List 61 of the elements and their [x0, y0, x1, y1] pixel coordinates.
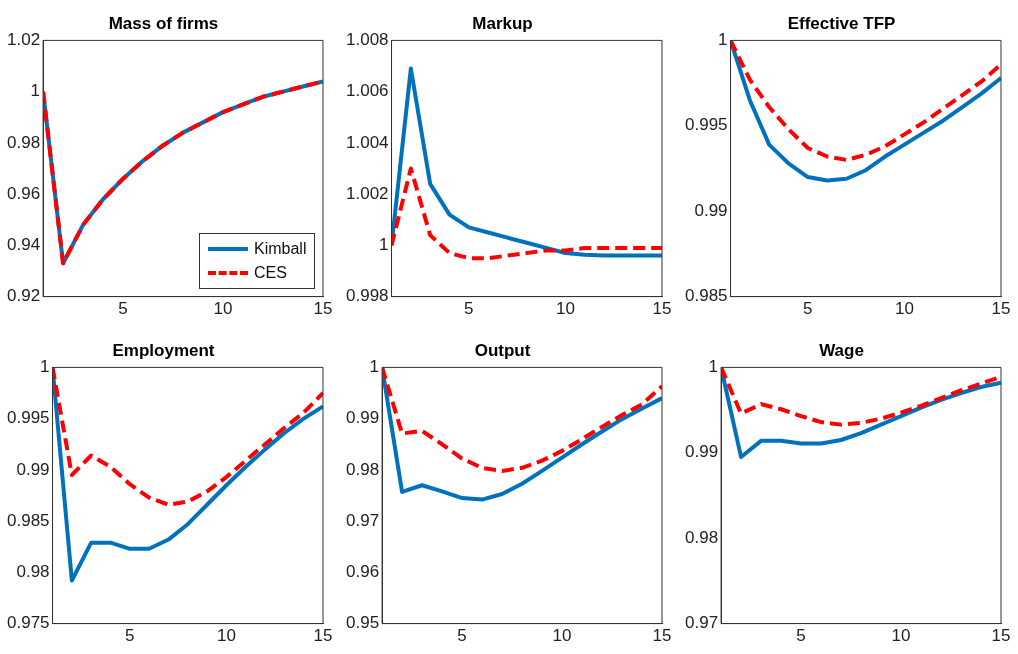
y-tick-label: 0.995	[684, 115, 728, 135]
y-tick-label: 0.99	[694, 200, 728, 220]
x-tick-label: 10	[891, 626, 911, 646]
y-tick-label: 1	[379, 235, 389, 255]
y-tick-label: 0.995	[6, 408, 50, 428]
x-tick-label: 10	[894, 299, 914, 319]
y-tick-label: 0.92	[6, 286, 41, 306]
x-tick-label: 15	[313, 626, 333, 646]
x-tick-label: 15	[991, 626, 1011, 646]
y-tick-label: 0.975	[6, 613, 50, 633]
y-tick-label: 0.985	[6, 510, 50, 530]
y-tick-label: 0.98	[6, 132, 41, 152]
y-tick-label: 0.94	[6, 235, 41, 255]
y-tick-label: 0.97	[684, 613, 719, 633]
chart-title: Output	[474, 340, 531, 360]
y-tick-label: 0.96	[6, 183, 41, 203]
y-tick-label: 1.002	[345, 183, 389, 203]
y-tick-label: 0.998	[345, 286, 389, 306]
y-tick-label: 1	[40, 357, 50, 377]
y-tick-label: 0.99	[16, 459, 50, 479]
y-tick-label: 1	[369, 357, 380, 377]
x-tick-label: 10	[552, 626, 572, 646]
line-series	[52, 367, 323, 507]
x-tick-label: 15	[652, 626, 672, 646]
chart-title: Effective TFP	[787, 13, 896, 33]
x-tick-label: 5	[803, 299, 813, 319]
x-tick-label: 15	[313, 299, 333, 319]
y-tick-label: 1	[30, 81, 41, 101]
x-tick-label: 5	[118, 299, 128, 319]
x-tick-label: 10	[213, 299, 233, 319]
chart-title: Markup	[472, 13, 533, 33]
chart-title: Employment	[112, 340, 215, 360]
line-series	[382, 367, 662, 473]
y-tick-label: 0.98	[345, 459, 380, 479]
x-tick-label: 10	[555, 299, 575, 319]
legend-label: Kimball	[254, 239, 307, 258]
y-tick-label: 0.99	[684, 442, 719, 462]
x-tick-label: 5	[125, 626, 135, 646]
y-tick-label: 1	[718, 30, 728, 50]
y-tick-label: 0.97	[345, 510, 380, 530]
y-tick-label: 0.96	[345, 562, 380, 582]
y-tick-label: 1.004	[345, 132, 389, 152]
y-tick-label: 0.99	[345, 408, 380, 428]
y-tick-label: 0.98	[16, 562, 50, 582]
y-tick-label: 1.02	[6, 30, 41, 50]
x-tick-label: 5	[796, 626, 806, 646]
x-tick-label: 15	[991, 299, 1011, 319]
x-tick-label: 5	[464, 299, 474, 319]
y-tick-label: 0.95	[345, 613, 380, 633]
y-tick-label: 1	[708, 357, 719, 377]
y-tick-label: 0.985	[684, 286, 728, 306]
chart-title: Mass of firms	[108, 13, 219, 33]
chart-title: Wage	[819, 340, 864, 360]
x-tick-label: 10	[216, 626, 236, 646]
legend-label: CES	[254, 263, 287, 282]
y-tick-label: 0.98	[684, 527, 719, 547]
x-tick-label: 5	[457, 626, 467, 646]
y-tick-label: 1.006	[345, 81, 389, 101]
line-series	[391, 166, 662, 261]
y-tick-label: 1.008	[345, 30, 389, 50]
x-tick-label: 15	[652, 299, 672, 319]
